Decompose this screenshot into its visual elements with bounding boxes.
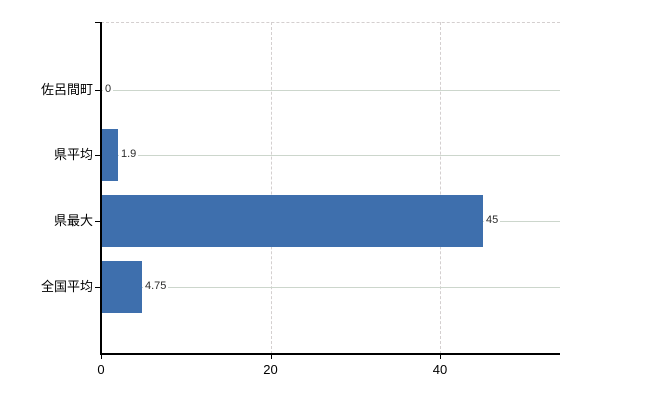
x-tick-label: 40 bbox=[432, 362, 448, 377]
bar bbox=[102, 129, 118, 181]
x-axis bbox=[100, 353, 560, 355]
x-tick-label: 20 bbox=[263, 362, 278, 377]
category-label: 県平均 bbox=[53, 147, 93, 162]
y-axis-tick bbox=[95, 90, 101, 91]
category-label: 県最大 bbox=[53, 213, 93, 228]
category-label: 全国平均 bbox=[40, 279, 93, 294]
x-axis-tick bbox=[270, 354, 272, 359]
horizontal-gridline bbox=[101, 155, 560, 156]
x-axis-tick bbox=[440, 354, 441, 359]
value-label: 4.75 bbox=[143, 279, 169, 294]
y-axis-top-tick bbox=[95, 22, 101, 23]
value-label: 0 bbox=[103, 82, 114, 97]
value-label: 1.9 bbox=[119, 147, 139, 162]
horizontal-gridline bbox=[101, 90, 560, 91]
value-label: 45 bbox=[484, 213, 501, 228]
bar bbox=[102, 195, 483, 247]
category-label: 佐呂間町 bbox=[40, 82, 93, 97]
y-axis-tick bbox=[95, 221, 101, 222]
y-axis bbox=[100, 22, 102, 354]
vertical-gridline bbox=[270, 22, 272, 354]
horizontal-gridline bbox=[101, 287, 560, 288]
x-tick-label: 0 bbox=[97, 362, 105, 377]
bar bbox=[102, 261, 142, 313]
y-axis-tick bbox=[95, 287, 101, 288]
vertical-gridline bbox=[440, 22, 441, 354]
plot-top-border bbox=[101, 22, 560, 23]
y-axis-tick bbox=[95, 155, 101, 156]
x-axis-tick bbox=[101, 354, 102, 359]
